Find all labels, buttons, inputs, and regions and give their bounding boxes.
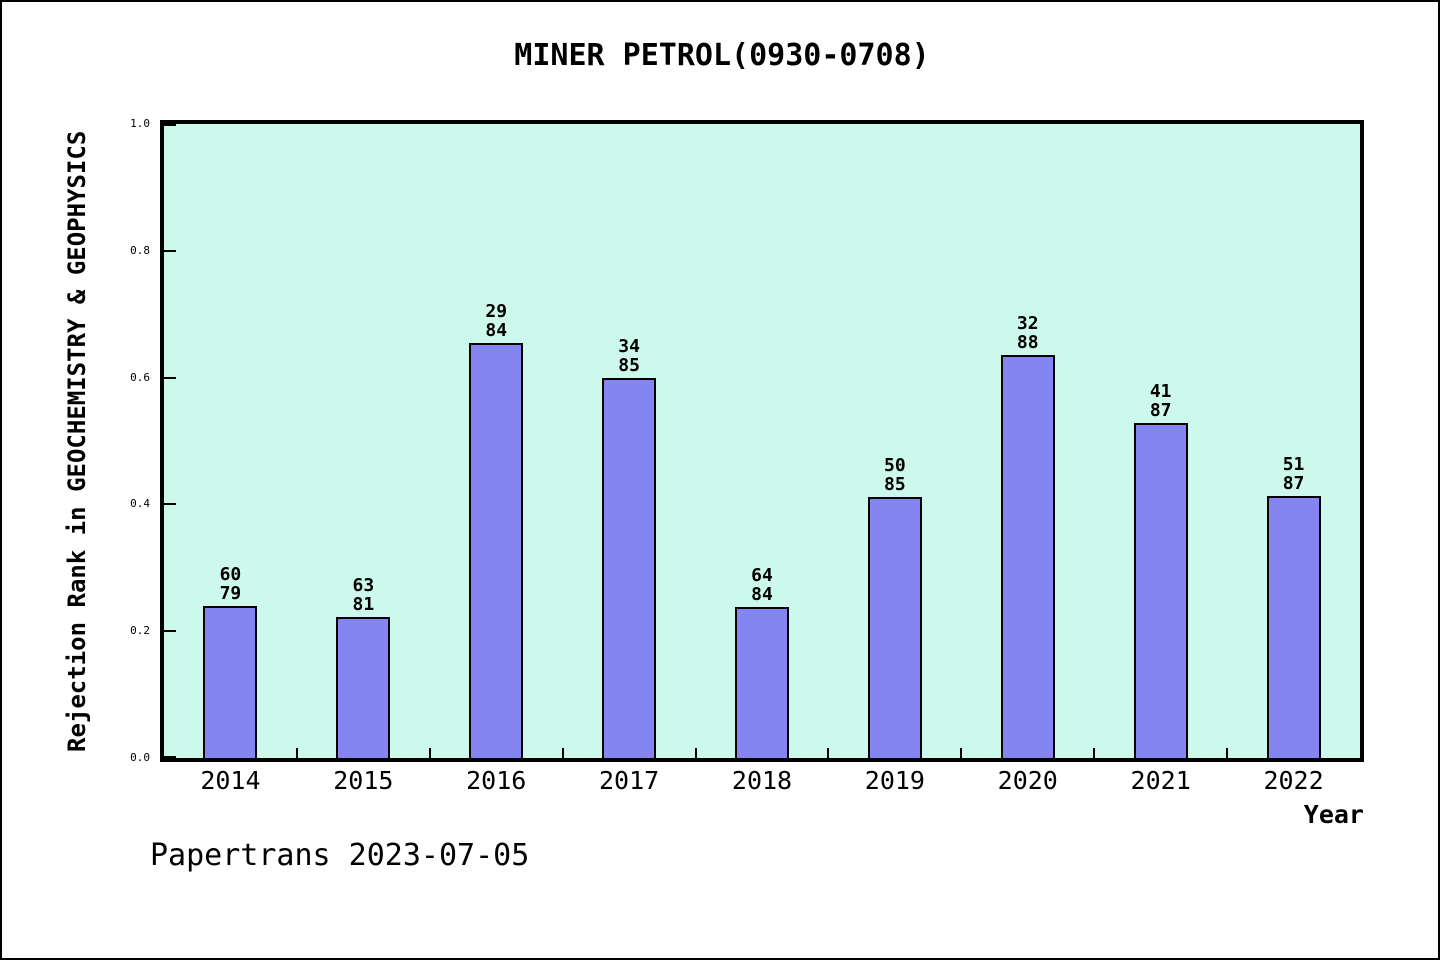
- y-tick-mark: [164, 376, 176, 379]
- x-tick-label: 2017: [599, 766, 660, 795]
- x-tick-mark: [428, 748, 431, 758]
- x-tick-mark: [960, 748, 963, 758]
- bar: [469, 342, 524, 758]
- y-tick-mark: [164, 756, 176, 758]
- bar-value-numerator: 32: [1016, 312, 1039, 334]
- y-tick-mark: [164, 249, 176, 252]
- y-tick-label: 1.0: [130, 117, 150, 130]
- bar: [1266, 495, 1321, 758]
- bar-value-label: 50 85: [850, 456, 940, 494]
- bar-value-label: 29 84: [451, 302, 541, 340]
- bar-value-label: 41 87: [1116, 382, 1206, 420]
- x-tick-label: 2021: [1130, 766, 1191, 795]
- bar-value-numerator: 51: [1282, 453, 1305, 475]
- y-axis-label: Rejection Rank in GEOCHEMISTRY & GEOPHYS…: [63, 130, 91, 752]
- bar-value-numerator: 63: [352, 575, 375, 597]
- bar: [867, 496, 922, 758]
- x-tick-label: 2022: [1263, 766, 1324, 795]
- y-tick-label: 0.0: [130, 751, 150, 764]
- y-tick-label: 0.6: [130, 370, 150, 384]
- bar-value-label: 64 84: [717, 566, 807, 604]
- x-tick-label: 2019: [864, 766, 925, 795]
- bar-value-denominator: 84: [751, 584, 773, 606]
- bar-value-numerator: 64: [751, 565, 773, 587]
- footer-text: Papertrans 2023-07-05: [150, 838, 530, 873]
- bar-value-denominator: 87: [1282, 472, 1305, 494]
- bar-value-numerator: 60: [219, 563, 242, 585]
- bar: [1133, 422, 1188, 758]
- bar-value-denominator: 81: [352, 594, 375, 616]
- x-tick-mark: [827, 748, 830, 758]
- plot-area: 60 79 63 81 29 84 34 85 64 84 50 85 32 88 41 87 51 87: [160, 120, 1364, 762]
- y-tick-mark: [164, 630, 176, 633]
- x-tick-label: 2018: [731, 766, 793, 795]
- bar-value-label: 63 81: [318, 576, 408, 614]
- bar-value-label: 32 88: [983, 314, 1073, 352]
- chart-title: MINER PETROL(0930-0708): [514, 38, 930, 73]
- x-tick-label: 2015: [333, 766, 394, 795]
- x-axis-label: Year: [1303, 800, 1364, 829]
- bar-value-label: 60 79: [185, 565, 275, 603]
- y-tick-label: 0.2: [130, 624, 150, 638]
- x-tick-label: 2014: [200, 766, 261, 795]
- y-tick-label: 0.8: [130, 243, 150, 257]
- x-tick-label: 2020: [997, 766, 1058, 795]
- bar-value-label: 34 85: [584, 337, 674, 375]
- bar-value-numerator: 50: [884, 454, 906, 476]
- bar: [203, 605, 258, 758]
- x-tick-mark: [561, 748, 564, 758]
- bar-value-denominator: 85: [884, 473, 906, 495]
- bar: [735, 607, 789, 758]
- y-tick-mark: [164, 503, 176, 506]
- bar-value-label: 51 87: [1249, 455, 1339, 493]
- bar-value-denominator: 88: [1016, 331, 1039, 353]
- x-tick-mark: [1093, 748, 1096, 758]
- bar: [602, 377, 657, 758]
- y-tick-label: 0.4: [130, 497, 150, 511]
- bar-value-numerator: 41: [1149, 380, 1172, 402]
- x-tick-mark: [295, 748, 298, 758]
- bar-value-numerator: 29: [485, 300, 508, 322]
- bar-value-numerator: 34: [618, 335, 640, 357]
- x-tick-mark: [1226, 748, 1229, 758]
- bar: [1000, 354, 1055, 758]
- x-tick-mark: [694, 748, 697, 758]
- x-tick-label: 2016: [466, 766, 527, 795]
- bar-value-denominator: 85: [618, 354, 640, 376]
- bar-value-denominator: 87: [1149, 399, 1172, 421]
- bar: [336, 617, 391, 758]
- bar-value-denominator: 84: [485, 319, 508, 341]
- y-tick-mark: [164, 124, 176, 126]
- bar-value-denominator: 79: [219, 582, 242, 604]
